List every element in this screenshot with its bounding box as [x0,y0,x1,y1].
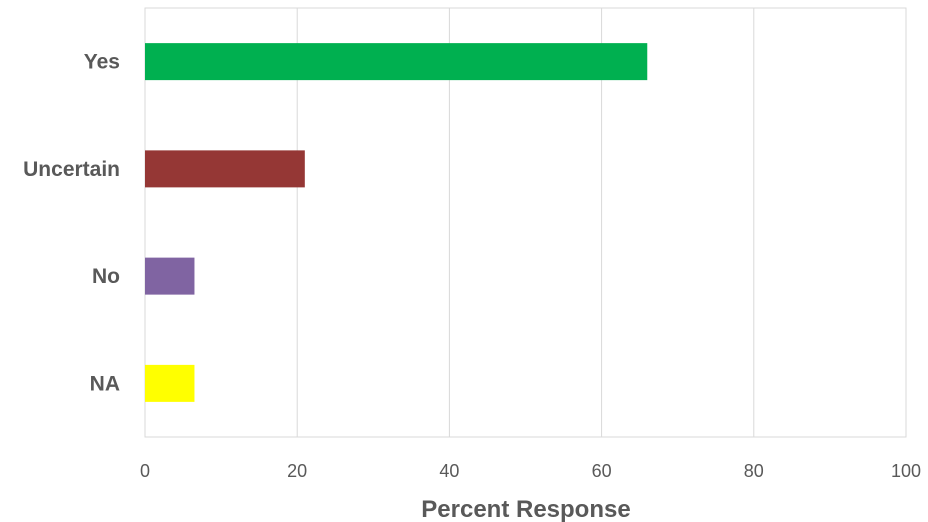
bars [145,43,648,402]
x-tick-0: 0 [140,461,150,481]
bar-yes [145,43,648,81]
x-tick-80: 80 [744,461,764,481]
x-tick-labels: 0 20 40 60 80 100 [140,461,921,481]
category-labels: Yes Uncertain No NA [23,51,120,396]
bar-uncertain [145,150,305,188]
category-label-no: No [92,265,120,288]
x-tick-60: 60 [592,461,612,481]
bar-na [145,364,195,402]
bar-no [145,257,195,295]
x-axis-title: Percent Response [421,496,630,522]
category-label-uncertain: Uncertain [23,158,120,181]
category-label-na: NA [90,372,120,395]
category-label-yes: Yes [84,51,120,74]
x-tick-20: 20 [287,461,307,481]
x-tick-40: 40 [439,461,459,481]
x-tick-100: 100 [891,461,921,481]
